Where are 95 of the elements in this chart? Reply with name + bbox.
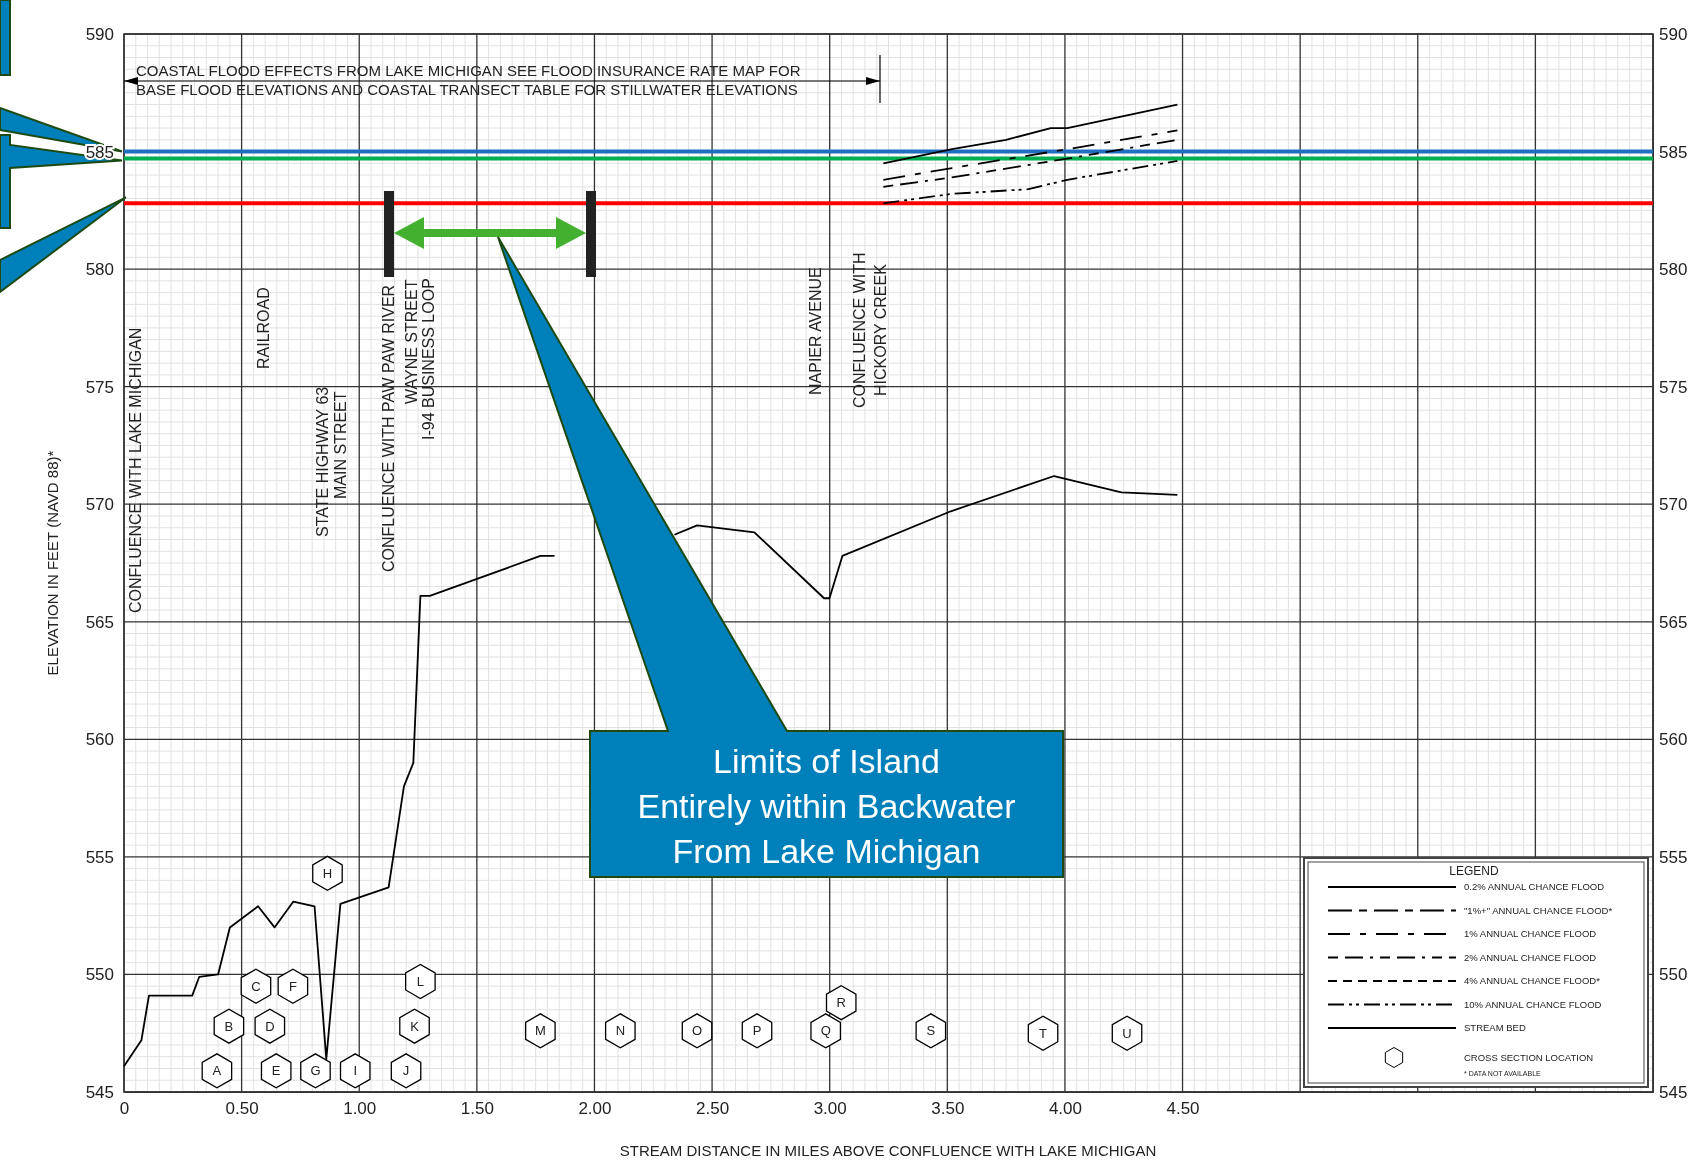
line-series [882, 129, 1179, 181]
y-tick-label: 555 [85, 847, 114, 867]
text: 0.2% ANNUAL CHANCE FLOOD [1464, 881, 1605, 893]
line-series [882, 160, 1179, 205]
data-label: D [265, 1018, 275, 1034]
point [825, 985, 857, 1021]
x-tick-label: 2.50 [696, 1099, 730, 1119]
y2-tick-label: 585 [1659, 142, 1688, 162]
x-tick-label: 3.50 [931, 1099, 965, 1119]
x-tick-label: 2.00 [578, 1099, 612, 1119]
data-label: S [926, 1023, 936, 1039]
annotation: CONFLUENCE WITH [851, 252, 868, 408]
point [277, 968, 309, 1004]
text: 2% ANNUAL CHANCE FLOOD [1464, 951, 1597, 963]
x-axis-title: STREAM DISTANCE IN MILES ABOVE CONFLUENCE WITH LAKE MICHIGAN [619, 1142, 1157, 1159]
point [390, 1053, 422, 1089]
data-label: O [691, 1023, 703, 1039]
y-tick-label: 550 [85, 965, 114, 985]
point [604, 1013, 636, 1049]
x-tick-label: 1.50 [460, 1099, 494, 1119]
data-label: N [615, 1023, 626, 1039]
annotation: CONFLUENCE WITH PAW PAW RIVER [380, 284, 397, 572]
data-label: M [534, 1023, 546, 1039]
annotation: WAYNE STREET [403, 279, 420, 404]
y2-tick-label: 575 [1659, 377, 1688, 397]
point [300, 1053, 331, 1089]
point [260, 1053, 292, 1089]
data-label: G [310, 1063, 321, 1079]
legend-label: "1%+" ANNUAL CHANCE FLOOD* [1464, 904, 1613, 916]
data-label: R [836, 995, 846, 1011]
point [240, 968, 272, 1004]
line-series [882, 103, 1179, 165]
y2-tick-label: 570 [1659, 495, 1688, 515]
x-tick-label: 0.50 [225, 1099, 259, 1119]
y2-tick-label: 565 [1659, 612, 1688, 632]
x-tick-label: 4.50 [1166, 1099, 1200, 1119]
y-tick-label: 545 [85, 1082, 114, 1102]
point [213, 1008, 245, 1044]
annotation: STATE HIGHWAY 63 [314, 386, 331, 537]
point [405, 963, 436, 1000]
y-tick-label: 570 [85, 495, 114, 515]
y-tick-label: 565 [85, 612, 114, 632]
legend-label: 4% ANNUAL CHANCE FLOOD* [1464, 975, 1601, 987]
point [254, 1008, 286, 1044]
annotation: CONFLUENCE WITH LAKE MICHIGAN [127, 327, 144, 613]
data-label: E [271, 1063, 281, 1079]
data-label: L [416, 974, 425, 990]
y2-tick-label: 555 [1659, 847, 1688, 867]
y-tick-label: 575 [85, 377, 114, 397]
data-label: F [288, 978, 297, 994]
point [1111, 1015, 1143, 1051]
x-tick-label: 4.00 [1048, 1099, 1082, 1119]
point [339, 1053, 371, 1089]
annotation: I-94 BUSINESS LOOP [420, 278, 437, 440]
y2-tick-label: 545 [1659, 1082, 1688, 1102]
point [201, 1053, 233, 1089]
data-label: K [410, 1018, 420, 1034]
annotation: RAILROAD [255, 287, 272, 369]
annotation: NAPIER AVENUE [807, 267, 824, 395]
point [399, 1008, 430, 1044]
text: CROSS SECTION LOCATION [1464, 1051, 1594, 1063]
legend-title: LEGEND [1449, 864, 1499, 878]
y-tick-label: 560 [85, 730, 114, 750]
y2-tick-label: 550 [1659, 965, 1688, 985]
data-label: T [1039, 1025, 1048, 1041]
y2-tick-label: 560 [1659, 730, 1688, 750]
point [741, 1013, 773, 1049]
x-tick-label: 1.00 [343, 1099, 377, 1119]
point [1027, 1015, 1059, 1051]
text: 1% ANNUAL CHANCE FLOOD [1464, 928, 1597, 940]
annotation: HICKORY CREEK [872, 263, 889, 396]
annotation: Limits of Island Entirely within Backwater From Lake Michigan [637, 742, 1016, 870]
point [312, 855, 343, 891]
data-label: P [752, 1023, 762, 1039]
text: STREAM BED [1464, 1022, 1526, 1034]
data-label: C [251, 978, 261, 994]
y-tick-label: 580 [85, 260, 114, 280]
data-label: H [322, 865, 333, 881]
y-axis-title: ELEVATION IN FEET (NAVD 88)* [44, 450, 61, 676]
y2-tick-label: 580 [1659, 260, 1688, 280]
data-label: J [402, 1063, 410, 1079]
data-label: I [353, 1063, 358, 1079]
x-tick-label: 0 [119, 1099, 130, 1119]
data-label: U [1122, 1025, 1132, 1041]
x-tick-label: 3.00 [813, 1099, 847, 1119]
text: 10% ANNUAL CHANCE FLOOD [1464, 998, 1602, 1010]
data-label: A [212, 1063, 222, 1079]
data-label: Q [820, 1023, 831, 1039]
point [915, 1013, 947, 1049]
point [681, 1013, 713, 1049]
y-tick-label: 590 [85, 24, 114, 44]
y2-tick-label: 590 [1659, 24, 1688, 44]
point [524, 1013, 556, 1049]
annotation: MAIN STREET [332, 391, 349, 499]
data-label: B [224, 1018, 234, 1034]
